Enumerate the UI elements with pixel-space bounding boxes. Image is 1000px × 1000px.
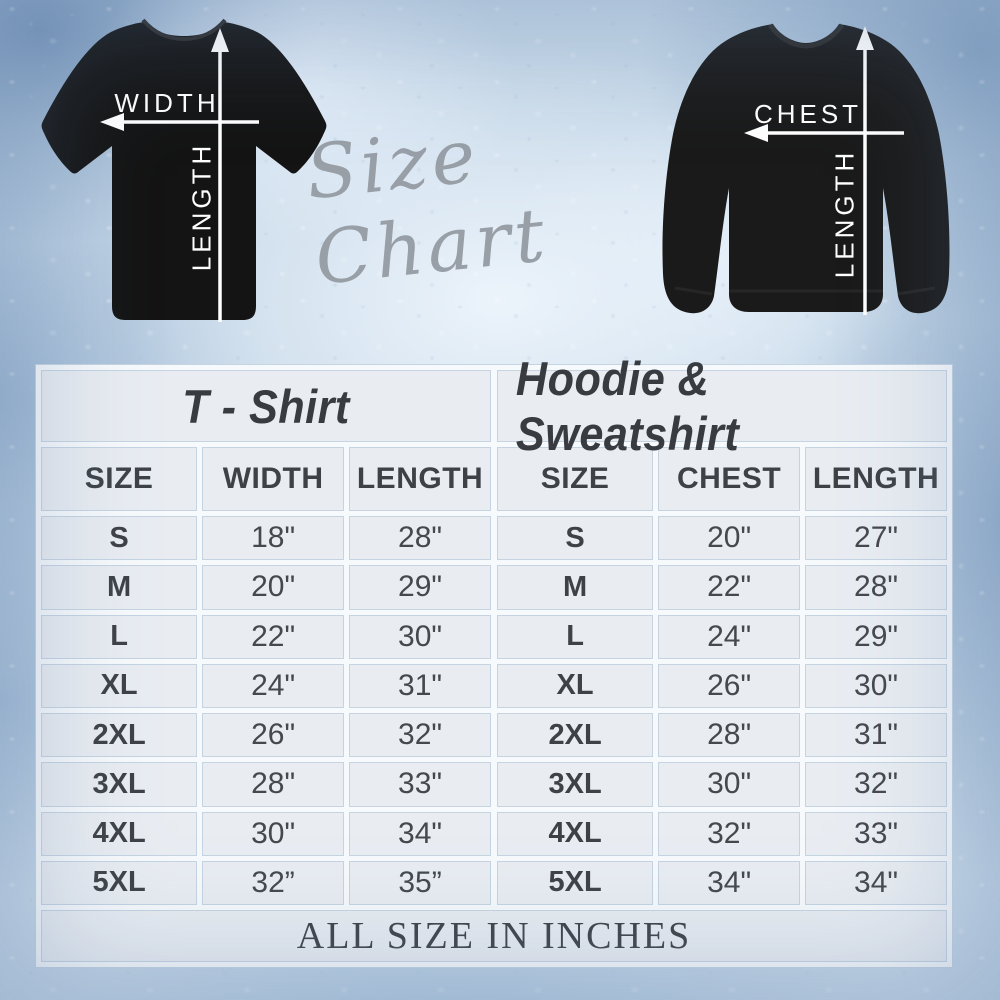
value-cell: 31" — [805, 713, 947, 758]
value-cell: 32” — [202, 860, 345, 905]
hoodie-col-chest: CHEST — [658, 447, 801, 511]
value-cell: 30" — [805, 663, 947, 708]
size-cell: 2XL — [41, 713, 198, 758]
size-cell: 4XL — [41, 811, 198, 856]
value-cell: 26" — [658, 663, 801, 708]
value-cell: 31" — [349, 663, 491, 708]
sweatshirt-cuffs — [674, 286, 936, 296]
hoodie-col-length: LENGTH — [805, 447, 947, 511]
size-cell: S — [497, 516, 654, 561]
size-cell: M — [41, 565, 198, 610]
sweatshirt-figure: CHEST LENGTH — [645, 8, 967, 338]
value-cell: 28" — [805, 565, 947, 610]
sweatshirt-silhouette-icon — [662, 23, 950, 315]
tshirt-silhouette-icon — [41, 18, 327, 322]
tshirt-width-arrow-icon — [100, 113, 259, 131]
value-cell: 28" — [202, 762, 345, 807]
value-cell: 24" — [202, 663, 345, 708]
tshirt-length-label: LENGTH — [186, 141, 217, 272]
size-cell: 5XL — [41, 860, 198, 905]
value-cell: 34" — [658, 860, 801, 905]
tshirt-figure: WIDTH LENGTH — [28, 8, 340, 340]
value-cell: 28" — [349, 516, 491, 561]
tshirt-table-title-text: T - Shirt — [182, 379, 350, 433]
size-cell: S — [41, 516, 198, 561]
sweatshirt-chest-arrow-icon — [744, 124, 904, 142]
value-cell: 22" — [202, 614, 345, 659]
size-cell: 3XL — [497, 762, 654, 807]
value-cell: 20" — [658, 516, 801, 561]
value-cell: 32" — [805, 762, 947, 807]
value-cell: 20" — [202, 565, 345, 610]
value-cell: 24" — [658, 614, 801, 659]
tshirt-col-length: LENGTH — [349, 447, 491, 511]
value-cell: 33" — [805, 811, 947, 856]
value-cell: 34" — [349, 811, 491, 856]
value-cell: 29" — [349, 565, 491, 610]
size-cell: 4XL — [497, 811, 654, 856]
value-cell: 27" — [805, 516, 947, 561]
size-cell: XL — [497, 663, 654, 708]
size-cell: L — [41, 614, 198, 659]
value-cell: 33" — [349, 762, 491, 807]
size-cell: XL — [41, 663, 198, 708]
value-cell: 32" — [349, 713, 491, 758]
size-cell: 2XL — [497, 713, 654, 758]
size-cell: 5XL — [497, 860, 654, 905]
tshirt-col-width: WIDTH — [202, 447, 345, 511]
value-cell: 28" — [658, 713, 801, 758]
value-cell: 29" — [805, 614, 947, 659]
value-cell: 18" — [202, 516, 345, 561]
value-cell: 30" — [658, 762, 801, 807]
value-cell: 30" — [349, 614, 491, 659]
tshirt-length-arrow-icon — [211, 28, 229, 322]
value-cell: 35” — [349, 860, 491, 905]
size-cell: L — [497, 614, 654, 659]
sweatshirt-length-arrow-icon — [856, 26, 874, 315]
sweatshirt-collar — [767, 23, 845, 49]
tables-row: T - Shirt SIZE WIDTH LENGTH S 18" 28" M 20" 2… — [41, 352, 947, 905]
sweatshirt-length-label: LENGTH — [829, 148, 860, 279]
size-table-panel: T - Shirt SIZE WIDTH LENGTH S 18" 28" M 20" 2… — [35, 352, 953, 968]
tshirt-collar — [141, 18, 227, 42]
footer-note: ALL SIZE IN INCHES — [41, 910, 947, 962]
value-cell: 30" — [202, 811, 345, 856]
tshirt-col-size: SIZE — [41, 447, 198, 511]
value-cell: 26" — [202, 713, 345, 758]
sweatshirt-chest-label: CHEST — [753, 99, 863, 129]
tshirt-width-label: WIDTH — [114, 88, 220, 118]
value-cell: 32" — [658, 811, 801, 856]
tshirt-table: T - Shirt SIZE WIDTH LENGTH S 18" 28" M 20" 2… — [41, 370, 491, 905]
size-cell: M — [497, 565, 654, 610]
hoodie-table-title-text: Hoodie & Sweatshirt — [515, 352, 740, 460]
size-cell: 3XL — [41, 762, 198, 807]
hoodie-table-title: Hoodie & Sweatshirt — [497, 352, 947, 460]
tshirt-table-title: T - Shirt — [41, 370, 491, 442]
hoodie-col-size: SIZE — [497, 447, 654, 511]
value-cell: 34" — [805, 860, 947, 905]
value-cell: 22" — [658, 565, 801, 610]
